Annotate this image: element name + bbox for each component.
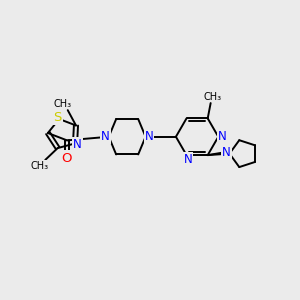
- Text: N: N: [101, 130, 110, 143]
- Text: N: N: [184, 153, 192, 166]
- Text: CH₃: CH₃: [203, 92, 221, 102]
- Text: N: N: [145, 130, 154, 143]
- Text: N: N: [218, 130, 227, 143]
- Text: O: O: [62, 152, 72, 164]
- Text: N: N: [222, 146, 231, 159]
- Text: CH₃: CH₃: [30, 161, 49, 171]
- Text: S: S: [53, 111, 62, 124]
- Text: N: N: [73, 138, 82, 152]
- Text: CH₃: CH₃: [53, 99, 71, 109]
